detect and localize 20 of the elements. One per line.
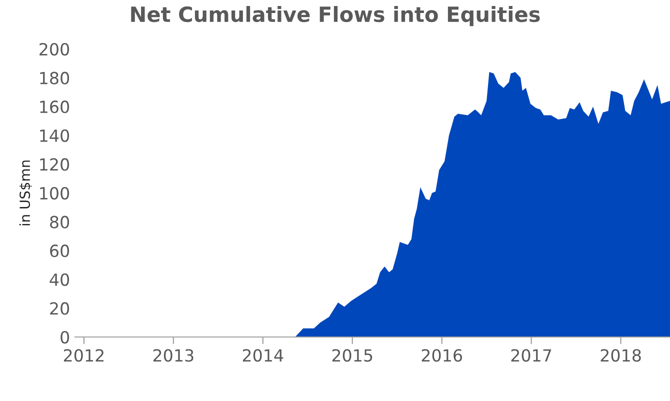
y-tick-label: 160 [40,100,70,114]
y-tick-label: 60 [50,244,70,258]
y-tick-label: 20 [50,302,70,315]
y-tick-label: 100 [40,186,70,200]
x-tick-label: 2013 [153,349,194,362]
x-tick-label: 2014 [242,349,284,362]
x-tick-label: 2017 [511,349,552,362]
y-tick-label: 80 [50,216,70,228]
y-axis-title: in US$mn [19,160,32,226]
y-tick-label: 200 [40,42,70,56]
x-tick-label: 2018 [600,349,641,362]
chart-title: Net Cumulative Flows into Equities [131,6,540,26]
y-tick-label: 0 [60,330,70,344]
x-tick-label: 2016 [422,349,462,362]
y-tick-label: 140 [40,129,70,142]
y-tick-label: 40 [50,273,70,286]
x-tick-label: 2012 [64,349,104,362]
y-tick-label: 120 [40,158,70,171]
y-tick-label: 180 [40,72,70,84]
x-tick-label: 2015 [332,349,372,362]
